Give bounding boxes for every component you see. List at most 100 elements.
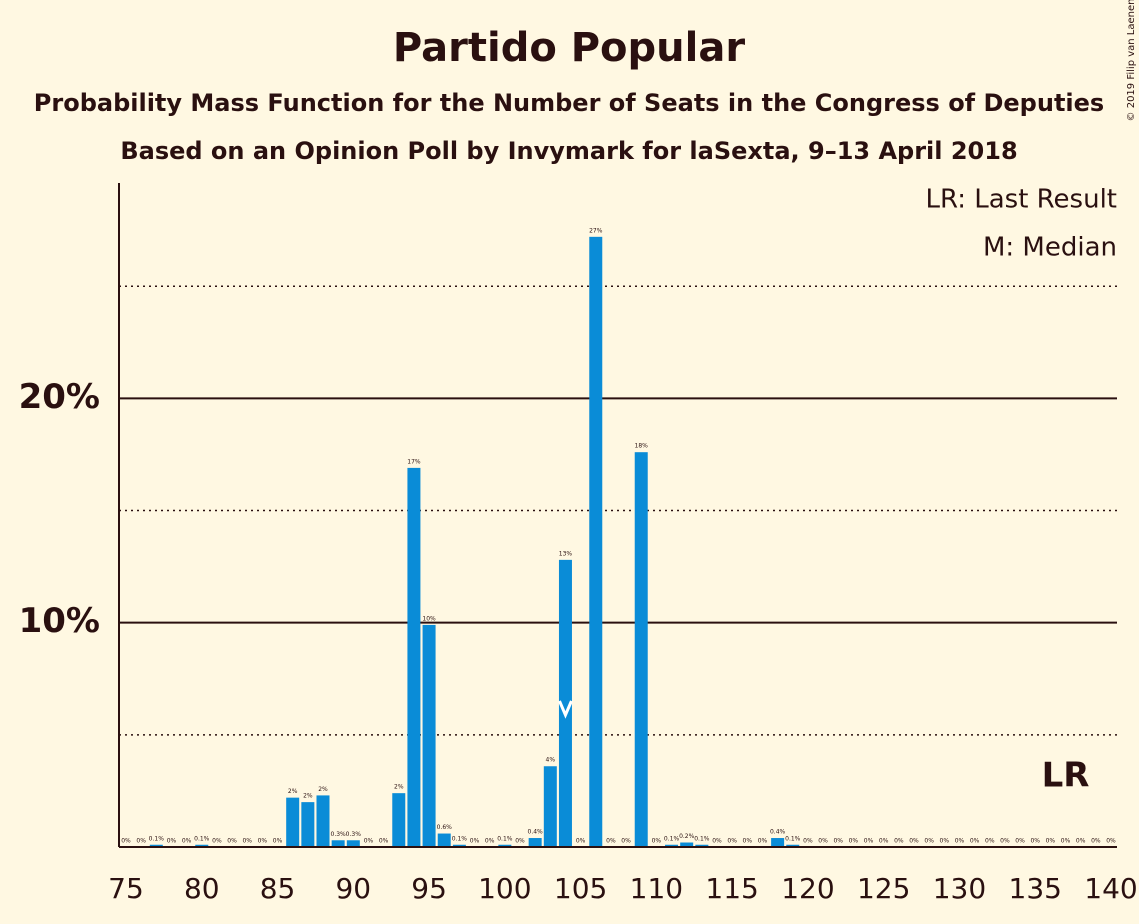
value-label: 0%: [576, 838, 586, 845]
bar: [149, 844, 163, 847]
value-label: 0.2%: [679, 833, 695, 840]
bar: [558, 559, 572, 847]
value-label: 0%: [1015, 838, 1025, 845]
value-label: 0%: [743, 838, 753, 845]
value-label: 0.3%: [346, 831, 362, 838]
value-label: 0%: [955, 838, 965, 845]
value-label: 0.1%: [497, 835, 513, 842]
value-label: 0%: [803, 838, 813, 845]
value-label: 0%: [1106, 838, 1116, 845]
value-label: 17%: [407, 458, 421, 465]
x-tick-label: 115: [705, 872, 758, 905]
value-label: 0%: [212, 838, 222, 845]
bar: [680, 842, 694, 847]
value-label: 0%: [894, 838, 904, 845]
x-tick-label: 90: [335, 872, 371, 905]
value-label: 0%: [985, 838, 995, 845]
chart-subtitle: Probability Mass Function for the Number…: [34, 89, 1104, 117]
legend-entry: M: Median: [983, 233, 1117, 263]
value-label: 0%: [364, 838, 374, 845]
value-label: 0%: [652, 838, 662, 845]
chart-subtitle: Based on an Opinion Poll by Invymark for…: [120, 137, 1017, 165]
x-tick-label: 105: [554, 872, 607, 905]
bar: [786, 844, 800, 847]
last-result-label: LR: [1042, 756, 1090, 796]
y-tick-label: 10%: [19, 601, 100, 641]
value-label: 0%: [849, 838, 859, 845]
value-label: 0%: [1091, 838, 1101, 845]
value-label: 0%: [273, 838, 283, 845]
bar: [589, 236, 603, 848]
x-tick-label: 125: [857, 872, 910, 905]
value-label: 0%: [879, 838, 889, 845]
bar: [301, 802, 315, 847]
value-label: 0%: [1061, 838, 1071, 845]
bar: [407, 467, 421, 847]
bar: [695, 844, 709, 847]
value-label: 0%: [909, 838, 919, 845]
value-label: 0.1%: [194, 835, 210, 842]
value-label: 0.4%: [770, 829, 786, 836]
value-label: 0.1%: [694, 835, 710, 842]
value-label: 0%: [242, 838, 252, 845]
bar: [422, 624, 436, 847]
value-label: 0%: [924, 838, 934, 845]
bar: [452, 844, 466, 847]
value-label: 0.3%: [331, 831, 347, 838]
value-label: 0.1%: [785, 835, 801, 842]
bar: [331, 840, 345, 847]
value-label: 0.1%: [664, 835, 680, 842]
bar: [543, 766, 557, 847]
value-label: 0%: [970, 838, 980, 845]
value-label: 0%: [258, 838, 268, 845]
x-tick-label: 85: [260, 872, 296, 905]
value-label: 18%: [635, 443, 649, 450]
x-tick-label: 75: [108, 872, 144, 905]
value-label: 0.6%: [437, 824, 453, 831]
value-label: 0%: [940, 838, 950, 845]
bar: [316, 795, 330, 847]
value-label: 0%: [121, 838, 131, 845]
bar: [195, 844, 209, 847]
bar: [634, 452, 648, 847]
value-label: 0.4%: [528, 829, 544, 836]
bar: [392, 793, 406, 847]
x-tick-label: 140: [1084, 872, 1137, 905]
value-label: 0%: [864, 838, 874, 845]
value-label: 27%: [589, 227, 603, 234]
value-label: 0.1%: [452, 835, 468, 842]
value-label: 0%: [1046, 838, 1056, 845]
value-label: 0%: [818, 838, 828, 845]
bar: [665, 844, 679, 847]
bar: [528, 838, 542, 847]
copyright: © 2019 Filip van Laenen: [1126, 0, 1137, 121]
x-tick-label: 95: [411, 872, 447, 905]
bar: [346, 840, 360, 847]
y-tick-label: 20%: [19, 377, 100, 417]
value-label: 0%: [515, 838, 525, 845]
value-label: 0%: [712, 838, 722, 845]
value-label: 0%: [136, 838, 146, 845]
bar: [286, 797, 300, 847]
x-tick-label: 135: [1009, 872, 1062, 905]
value-label: 0%: [182, 838, 192, 845]
value-label: 0%: [1030, 838, 1040, 845]
value-label: 0%: [833, 838, 843, 845]
x-tick-label: 80: [184, 872, 220, 905]
value-label: 0.1%: [149, 835, 165, 842]
value-label: 10%: [422, 615, 436, 622]
value-label: 0%: [621, 838, 631, 845]
bar: [498, 844, 512, 847]
value-label: 13%: [559, 550, 573, 557]
x-tick-label: 110: [630, 872, 683, 905]
value-label: 2%: [288, 788, 298, 795]
value-label: 4%: [546, 757, 556, 764]
value-label: 0%: [485, 838, 495, 845]
median-marker: [558, 700, 573, 719]
value-label: 2%: [394, 784, 404, 791]
bar: [437, 833, 451, 847]
value-label: 0%: [606, 838, 616, 845]
legend-entry: LR: Last Result: [925, 185, 1117, 215]
x-tick-label: 130: [933, 872, 986, 905]
